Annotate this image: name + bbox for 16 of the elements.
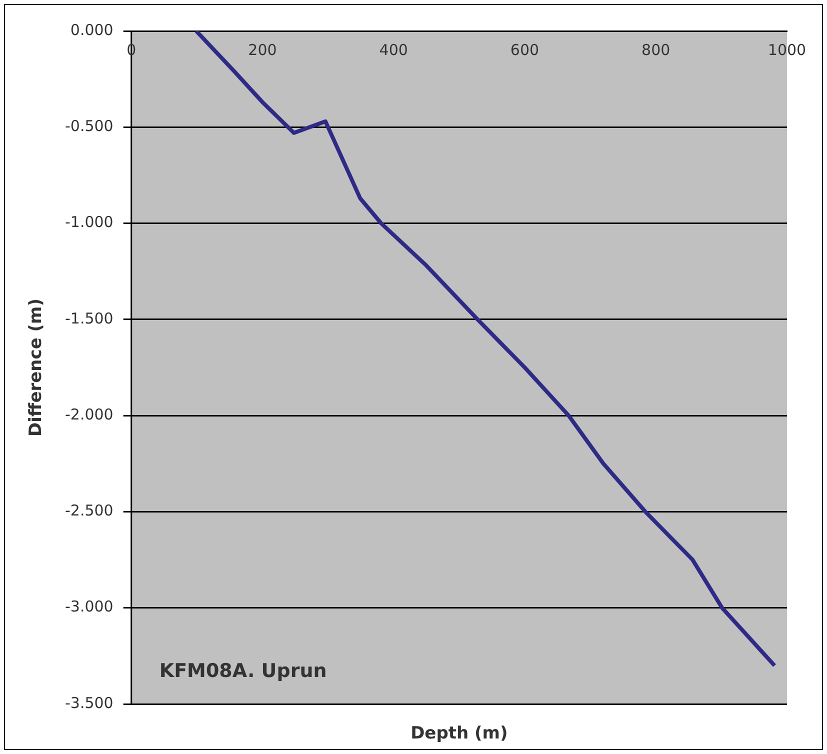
y-tick-label: -1.000 [64, 213, 114, 232]
x-tick-label: 600 [510, 40, 540, 59]
y-axis-title: Difference (m) [26, 298, 46, 437]
y-tick-label: -0.500 [64, 117, 114, 136]
y-tick-label: -2.500 [64, 502, 114, 520]
x-tick-label: 200 [248, 40, 277, 59]
x-tick-label: 1000 [768, 40, 806, 59]
y-tick-label: 0.000 [70, 20, 114, 39]
x-axis-title: Depth (m) [410, 723, 508, 744]
y-tick-label: -1.500 [64, 309, 114, 328]
y-tick-label: -3.500 [64, 694, 114, 712]
x-tick-label: 400 [379, 40, 408, 59]
x-tick-label: 800 [642, 40, 670, 59]
y-tick-label: -2.000 [64, 405, 114, 424]
annotation: KFM08A. Uprun [159, 660, 327, 682]
y-tick-label: -3.000 [64, 598, 114, 616]
